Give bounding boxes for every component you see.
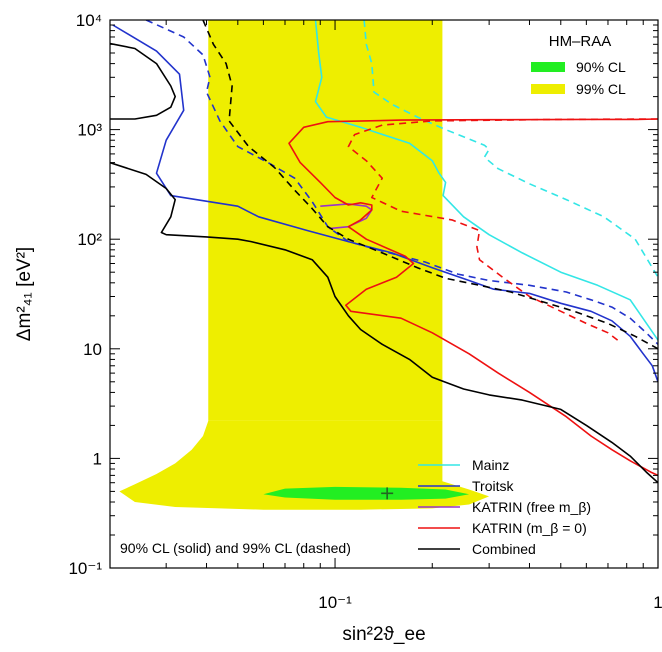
- region-99-band: [208, 20, 443, 421]
- x-tick-label: 1: [653, 593, 662, 612]
- legend-label-mainz: Mainz: [472, 457, 509, 473]
- legend-label-troitsk: Troitsk: [472, 478, 514, 494]
- y-tick-label: 10: [83, 340, 102, 359]
- curve-katrin-m-0-dashed: [347, 118, 658, 341]
- curve-combined-dashed: [202, 20, 658, 350]
- curve-mainz-dashed: [363, 20, 658, 278]
- legend-label-99: 99% CL: [576, 81, 626, 97]
- allowed-regions: [119, 20, 490, 510]
- cl-annotation: 90% CL (solid) and 99% CL (dashed): [120, 540, 351, 556]
- y-tick-label: 10⁻¹: [68, 559, 102, 578]
- curve-mainz-solid: [314, 20, 658, 341]
- y-tick-label: 10²: [77, 230, 102, 249]
- legend-label-90: 90% CL: [576, 59, 626, 75]
- tick-labels: 10⁻¹ 1 10⁻¹ 1 10 10² 10³ 10⁴: [68, 11, 662, 612]
- line-legend: Mainz Troitsk KATRIN (free m_β) KATRIN (…: [418, 457, 591, 557]
- y-tick-label: 1: [93, 449, 102, 468]
- legend-label-combined: Combined: [472, 541, 536, 557]
- x-axis-label: sin²2ϑ_ee: [342, 624, 425, 645]
- region-legend-title: HM–RAA: [549, 33, 612, 50]
- x-tick-label: 10⁻¹: [318, 593, 352, 612]
- y-tick-label: 10⁴: [76, 11, 102, 30]
- y-axis-label: Δm²₄₁ [eV²]: [14, 247, 35, 341]
- legend-label-katrin-free: KATRIN (free m_β): [472, 499, 591, 515]
- curve-katrin-m-0-solid: [288, 118, 658, 477]
- curve-troitsk-dashed: [145, 20, 658, 345]
- region-legend: HM–RAA 90% CL 99% CL: [531, 33, 626, 97]
- y-tick-label: 10³: [77, 121, 102, 140]
- region-99-tail: [119, 420, 490, 510]
- legend-swatch-99: [531, 84, 565, 94]
- exclusion-curves: [110, 20, 658, 500]
- best-fit-marker: [381, 487, 394, 500]
- plot-frame: [109, 19, 659, 569]
- legend-swatch-90: [531, 62, 565, 72]
- curve-combined-solid: [110, 161, 658, 484]
- legend-label-katrin-zero: KATRIN (m_β = 0): [472, 520, 587, 536]
- region-90-island: [263, 486, 470, 500]
- axis-ticks: [110, 19, 659, 569]
- curve-combined-island: [110, 42, 176, 120]
